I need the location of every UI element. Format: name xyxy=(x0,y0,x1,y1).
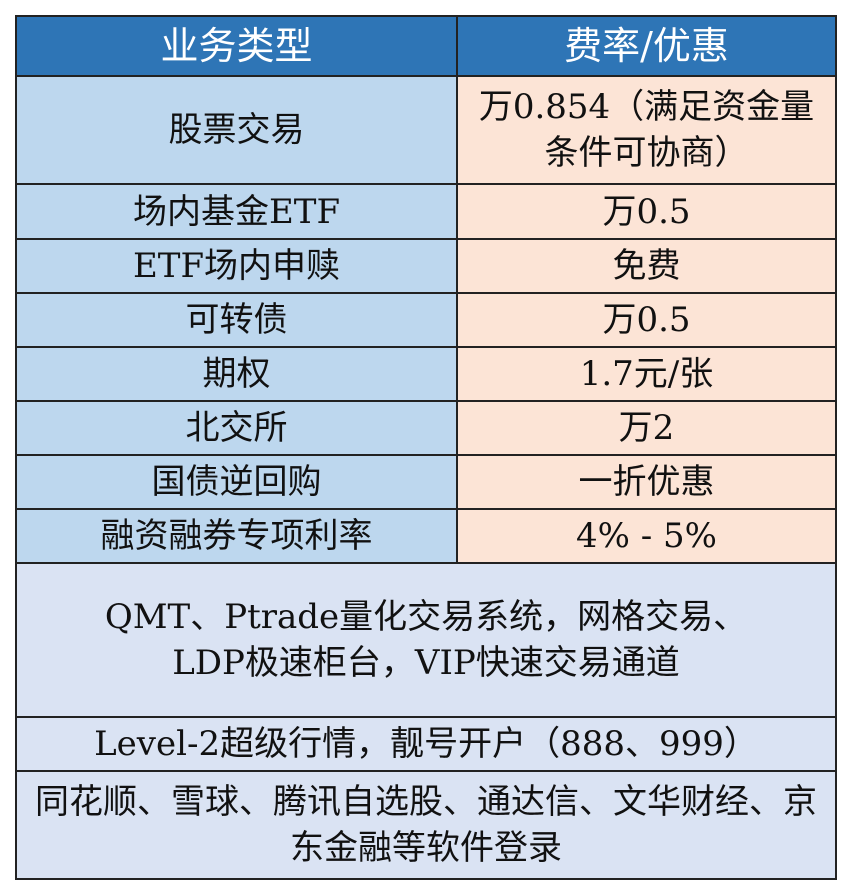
note-cell: Level-2超级行情，靓号开户（888、999） xyxy=(15,716,837,772)
note-cell: QMT、Ptrade量化交易系统，网格交易、LDP极速柜台，VIP快速交易通道 xyxy=(15,562,837,718)
item-cell: 融资融券专项利率 xyxy=(15,508,458,564)
table-row: 融资融券专项利率 4% - 5% xyxy=(15,508,837,564)
note-row: Level-2超级行情，靓号开户（888、999） xyxy=(15,716,837,772)
table-row: 北交所 万2 xyxy=(15,400,837,456)
item-cell: 期权 xyxy=(15,346,458,402)
header-row: 业务类型 费率/优惠 xyxy=(15,15,837,77)
note-row: 同花顺、雪球、腾讯自选股、通达信、文华财经、京东金融等软件登录 xyxy=(15,770,837,880)
note-row: QMT、Ptrade量化交易系统，网格交易、LDP极速柜台，VIP快速交易通道 xyxy=(15,562,837,718)
table-body: 股票交易 万0.854（满足资金量条件可协商） 场内基金ETF 万0.5 ETF场内申赎… xyxy=(15,75,837,880)
table-row: 场内基金ETF 万0.5 xyxy=(15,183,837,240)
item-cell: 股票交易 xyxy=(15,75,458,185)
item-cell: ETF场内申赎 xyxy=(15,238,458,294)
item-cell: 可转债 xyxy=(15,292,458,348)
table-row: 期权 1.7元/张 xyxy=(15,346,837,402)
fee-cell: 万0.5 xyxy=(456,183,837,240)
item-cell: 北交所 xyxy=(15,400,458,456)
item-cell: 场内基金ETF xyxy=(15,183,458,240)
fee-cell: 万0.5 xyxy=(456,292,837,348)
fee-table: 业务类型 费率/优惠 股票交易 万0.854（满足资金量条件可协商） 场内基金ETF… xyxy=(15,15,837,880)
header-cell: 费率/优惠 xyxy=(456,15,837,77)
table-row: 股票交易 万0.854（满足资金量条件可协商） xyxy=(15,75,837,185)
fee-cell: 1.7元/张 xyxy=(456,346,837,402)
table-row: 可转债 万0.5 xyxy=(15,292,837,348)
item-cell: 国债逆回购 xyxy=(15,454,458,510)
fee-cell: 一折优惠 xyxy=(456,454,837,510)
table-row: ETF场内申赎 免费 xyxy=(15,238,837,294)
table-row: 国债逆回购 一折优惠 xyxy=(15,454,837,510)
fee-cell: 4% - 5% xyxy=(456,508,837,564)
fee-cell: 免费 xyxy=(456,238,837,294)
note-cell: 同花顺、雪球、腾讯自选股、通达信、文华财经、京东金融等软件登录 xyxy=(15,770,837,880)
header-cell: 业务类型 xyxy=(15,15,458,77)
fee-cell: 万0.854（满足资金量条件可协商） xyxy=(456,75,837,185)
fee-cell: 万2 xyxy=(456,400,837,456)
